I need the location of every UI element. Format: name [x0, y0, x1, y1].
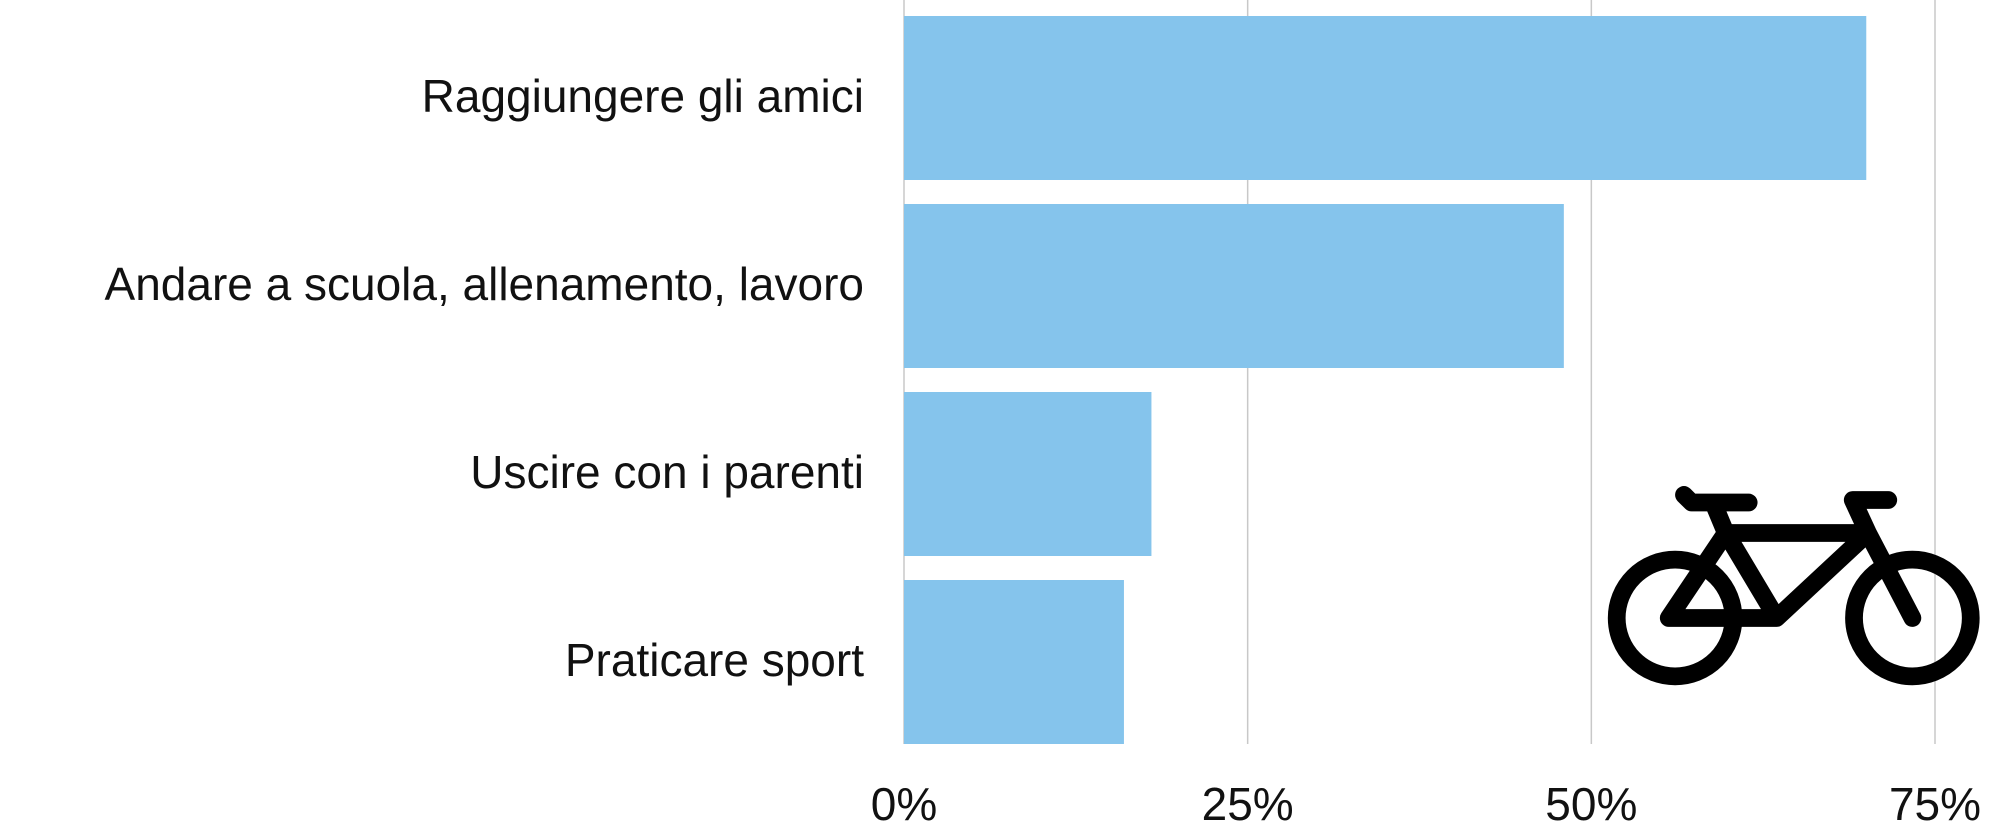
x-tick-label: 0%: [871, 778, 937, 830]
bar: [904, 580, 1124, 744]
bar: [904, 392, 1152, 556]
x-tick-label: 50%: [1545, 778, 1637, 830]
category-label: Uscire con i parenti: [470, 446, 864, 498]
bar: [904, 204, 1564, 368]
wheel: [1845, 550, 1980, 686]
labels: 0% 25% 50% 75% Raggiungere gli amici Andare a…: [105, 70, 1982, 830]
category-label: Raggiungere gli amici: [422, 70, 864, 122]
frame: [1659, 486, 1922, 627]
bicycle-icon: [1607, 486, 1980, 686]
x-tick-label: 25%: [1202, 778, 1294, 830]
category-label: Praticare sport: [565, 634, 864, 686]
bars: [904, 16, 1867, 744]
x-tick-label: 75%: [1889, 778, 1981, 830]
category-label: Andare a scuola, allenamento, lavoro: [105, 258, 864, 310]
bar: [904, 16, 1867, 180]
